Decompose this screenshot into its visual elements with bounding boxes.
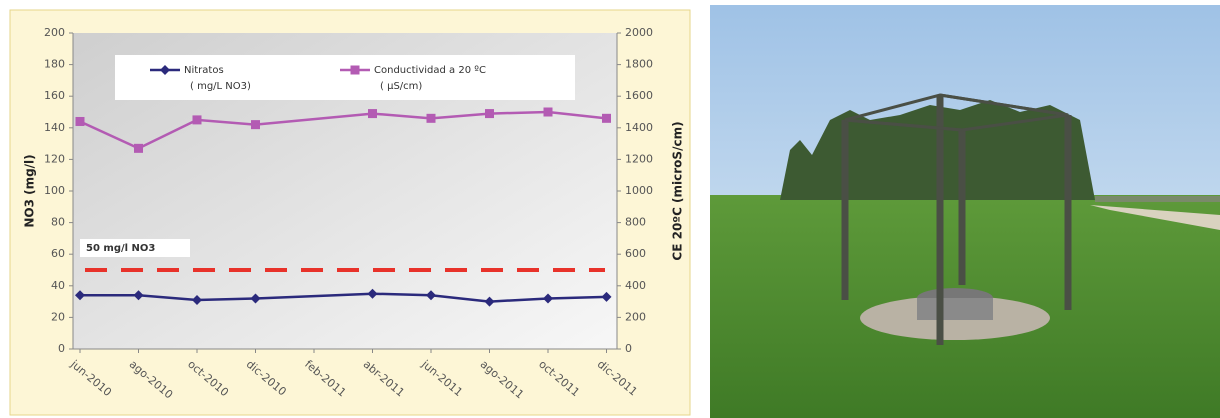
marker [543,293,553,304]
y2-tick-label: 400 [625,279,646,292]
y2-tick-label: 600 [625,247,646,260]
marker [75,116,85,126]
legend-label: Conductividad a 20 ºC [374,65,486,76]
y-tick-label: 20 [51,310,65,323]
marker [350,65,360,75]
y2-tick-label: 1000 [625,184,653,197]
legend-unit: ( µS/cm) [380,81,422,92]
y-tick-label: 60 [51,247,65,260]
marker [426,290,436,301]
threshold-label-bg [80,239,190,257]
marker [484,296,495,307]
marker [367,288,378,299]
y-tick-label: 140 [44,121,65,134]
y-tick-label: 180 [44,58,65,71]
photo [710,5,1220,418]
legend-unit: ( mg/L NO3) [190,81,251,92]
marker [602,113,611,123]
marker [485,109,494,119]
marker [601,291,612,302]
y2-tick-label: 200 [625,310,646,323]
marker [250,293,261,304]
marker [160,65,170,75]
chart: 0204060801001201401601802000200400600800… [23,26,685,401]
y2-tick-label: 0 [625,342,632,355]
y2-tick-label: 2000 [625,26,653,39]
marker [134,143,143,153]
y-axis-label: NO3 (mg/l) [23,154,37,227]
y2-tick-label: 1400 [625,121,653,134]
y2-tick-label: 1200 [625,152,653,165]
y-tick-label: 0 [58,342,65,355]
y2-tick-label: 1800 [625,58,653,71]
marker [133,290,144,301]
marker [368,109,377,119]
marker [75,290,85,301]
legend [115,55,575,100]
y2-tick-label: 800 [625,216,646,229]
y-tick-label: 100 [44,184,65,197]
y2-axis-label: CE 20ºC (microS/cm) [671,121,685,260]
marker [192,295,202,306]
marker [251,120,260,130]
y2-tick-label: 1600 [625,89,653,102]
y-tick-label: 80 [51,216,65,229]
legend-label: Nitratos [184,65,224,76]
y-tick-label: 40 [51,279,65,292]
marker [426,113,436,123]
y-tick-label: 200 [44,26,65,39]
y-tick-label: 120 [44,152,65,165]
marker [192,115,202,125]
y-tick-label: 160 [44,89,65,102]
threshold-label: 50 mg/l NO3 [86,243,155,254]
marker [543,107,553,117]
